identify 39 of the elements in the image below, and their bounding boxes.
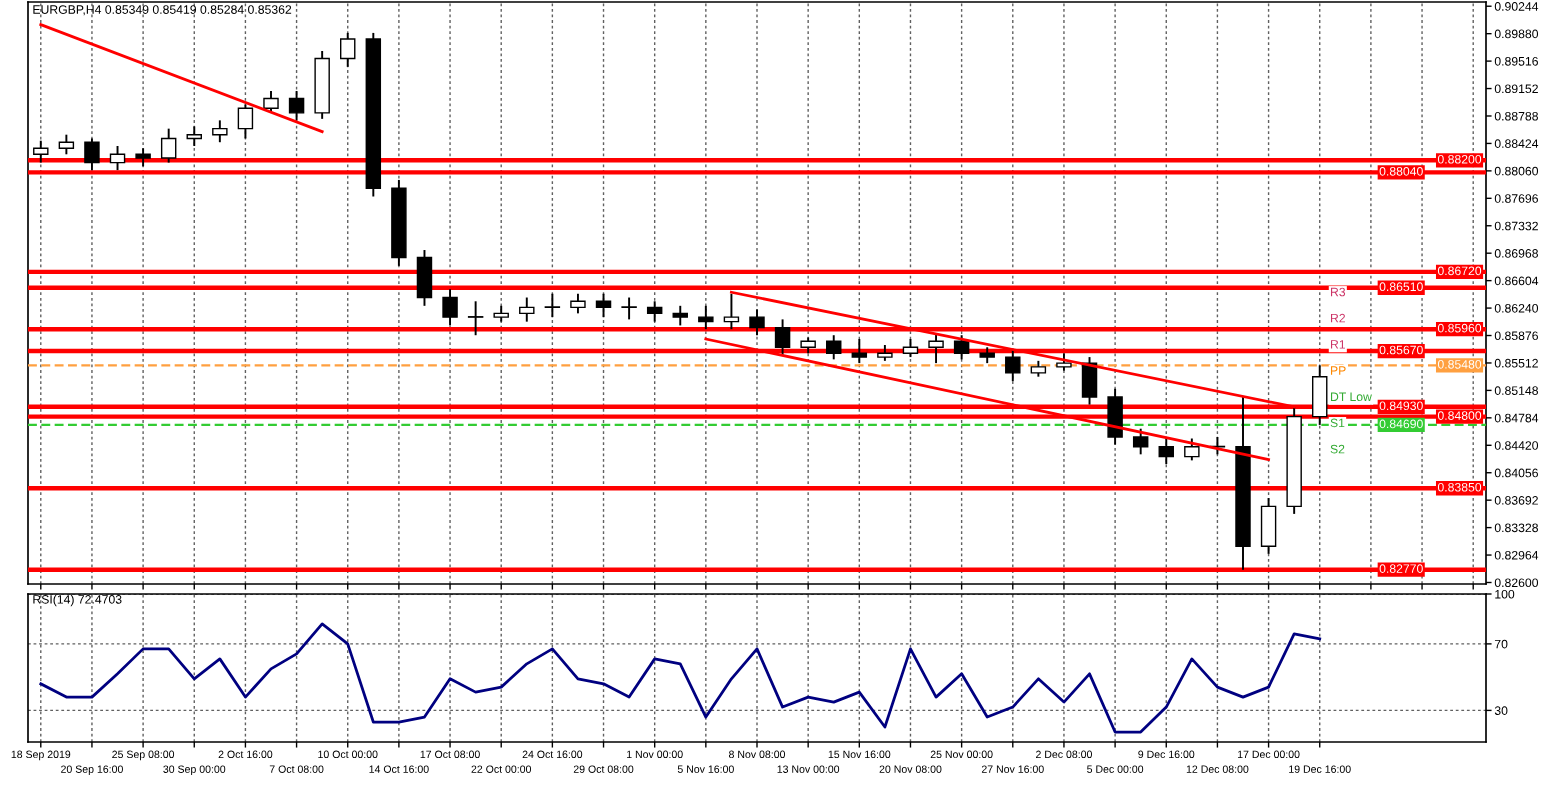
line-series — [39, 622, 1322, 734]
candlestick — [1132, 427, 1149, 456]
candlestick — [698, 304, 714, 331]
candlestick — [646, 300, 663, 323]
candlestick — [263, 89, 279, 114]
candlestick — [544, 292, 561, 319]
candlestick — [595, 292, 612, 319]
candlestick — [416, 249, 433, 307]
candlestick — [135, 147, 151, 168]
candlestick — [774, 318, 791, 356]
candlestick — [902, 338, 919, 359]
candlestick — [953, 334, 970, 361]
candlestick — [519, 296, 535, 323]
candlestick — [749, 308, 765, 337]
candlestick — [621, 296, 637, 321]
candlestick — [928, 332, 944, 365]
candlestick — [84, 137, 100, 172]
candlestick — [723, 292, 740, 331]
candlestick — [160, 127, 177, 164]
candlestick — [33, 139, 49, 164]
candlestick — [109, 145, 126, 172]
candlestick — [340, 31, 356, 68]
candlestick — [826, 334, 842, 361]
candlestick — [1005, 348, 1021, 383]
candlestick — [212, 119, 228, 144]
candlestick — [442, 288, 458, 327]
candlestick — [570, 292, 586, 315]
candlestick — [1107, 387, 1123, 446]
candlestick — [672, 304, 688, 327]
candlestick — [1260, 497, 1277, 555]
candlestick — [467, 300, 484, 337]
candlestick — [237, 103, 254, 140]
candlestick — [58, 133, 75, 156]
candlestick — [1184, 437, 1200, 462]
candlestick — [1081, 356, 1098, 406]
candlestick — [186, 125, 202, 147]
candlestick — [1158, 437, 1174, 466]
candlestick — [851, 338, 868, 365]
candlestick — [288, 89, 305, 122]
